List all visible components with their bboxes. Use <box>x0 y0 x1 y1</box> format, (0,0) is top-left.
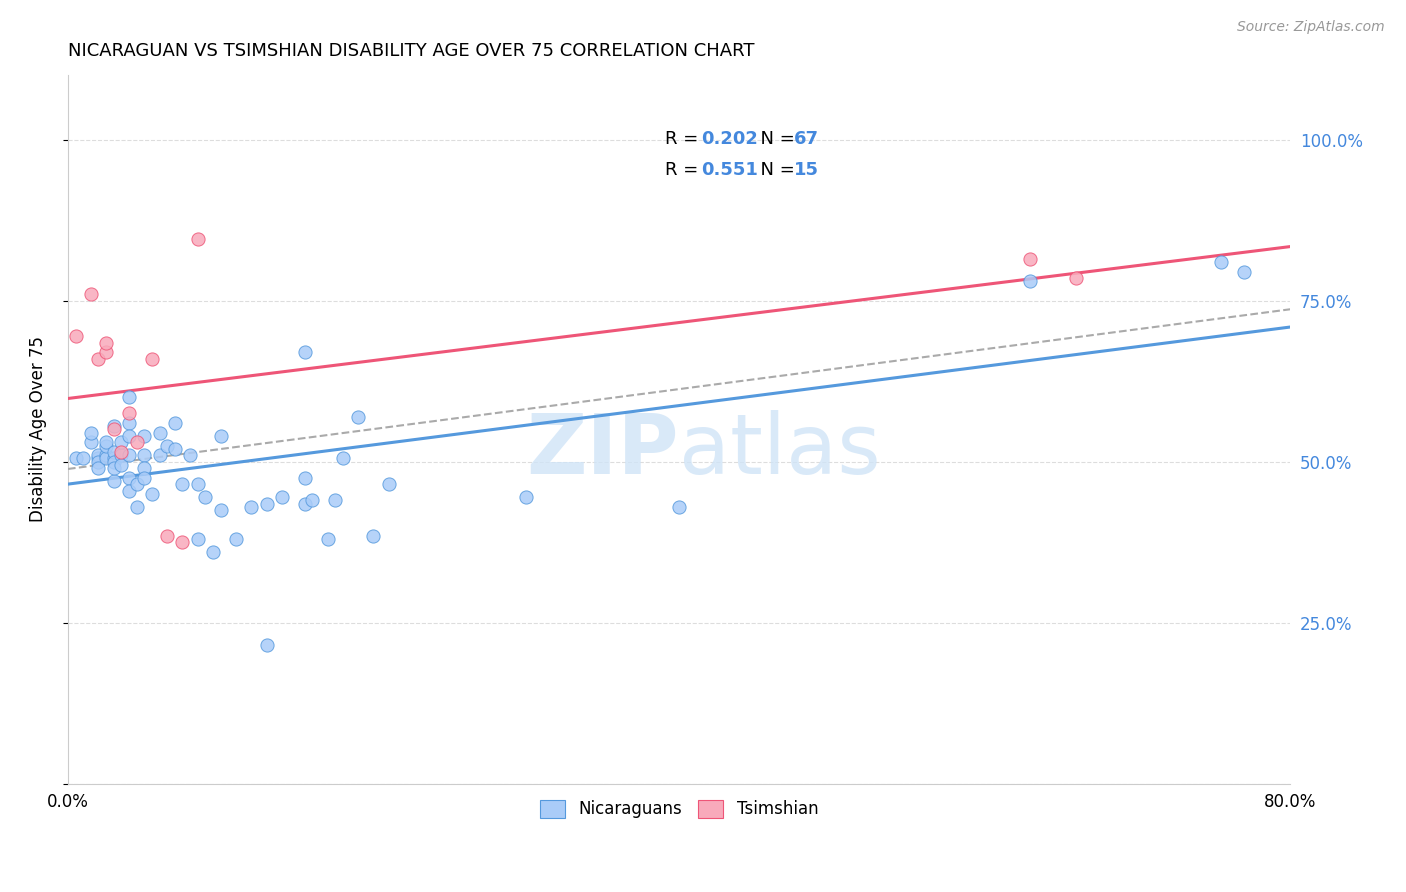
Text: N =: N = <box>749 161 800 179</box>
Point <box>294 497 316 511</box>
Point <box>103 445 125 459</box>
Point <box>148 448 170 462</box>
Text: 0.202: 0.202 <box>702 130 758 148</box>
Point <box>110 445 132 459</box>
Text: N =: N = <box>749 130 800 148</box>
Point <box>194 490 217 504</box>
Legend: Nicaraguans, Tsimshian: Nicaraguans, Tsimshian <box>533 793 825 825</box>
Point <box>94 345 117 359</box>
Point <box>118 406 141 420</box>
Point <box>87 351 110 366</box>
Point <box>103 455 125 469</box>
Point <box>110 435 132 450</box>
Point <box>103 419 125 434</box>
Point <box>134 429 156 443</box>
Point <box>202 545 225 559</box>
Point <box>118 483 141 498</box>
Point <box>316 532 339 546</box>
Point <box>323 493 346 508</box>
Point <box>94 435 117 450</box>
Point <box>125 435 148 450</box>
Point <box>118 390 141 404</box>
Point <box>377 477 399 491</box>
Point <box>156 529 179 543</box>
Point <box>1233 265 1256 279</box>
Text: R =: R = <box>665 161 704 179</box>
Point <box>209 429 232 443</box>
Point <box>134 471 156 485</box>
Point <box>80 287 103 301</box>
Point <box>1019 252 1042 266</box>
Text: 67: 67 <box>794 130 820 148</box>
Point <box>134 448 156 462</box>
Point <box>94 448 117 462</box>
Text: 0.551: 0.551 <box>702 161 758 179</box>
Text: Source: ZipAtlas.com: Source: ZipAtlas.com <box>1237 20 1385 34</box>
Point <box>240 500 263 514</box>
Point <box>187 532 209 546</box>
Point <box>118 416 141 430</box>
Point <box>103 451 125 466</box>
Point <box>125 500 148 514</box>
Point <box>172 477 194 491</box>
Point <box>363 529 385 543</box>
Point <box>80 435 103 450</box>
Point <box>141 351 163 366</box>
Text: atlas: atlas <box>679 410 880 491</box>
Point <box>347 409 370 424</box>
Point <box>187 477 209 491</box>
Point <box>515 490 537 504</box>
Point <box>209 503 232 517</box>
Point <box>256 638 278 652</box>
Point <box>94 439 117 453</box>
Point <box>187 232 209 246</box>
Point <box>118 448 141 462</box>
Point <box>87 455 110 469</box>
Y-axis label: Disability Age Over 75: Disability Age Over 75 <box>30 336 46 523</box>
Text: R =: R = <box>665 130 704 148</box>
Text: NICARAGUAN VS TSIMSHIAN DISABILITY AGE OVER 75 CORRELATION CHART: NICARAGUAN VS TSIMSHIAN DISABILITY AGE O… <box>67 42 755 60</box>
Point <box>118 471 141 485</box>
Point <box>1211 255 1233 269</box>
Point <box>103 461 125 475</box>
Point <box>103 422 125 436</box>
Point <box>87 451 110 466</box>
Text: ZIP: ZIP <box>526 410 679 491</box>
Point <box>163 442 186 456</box>
Point <box>332 451 354 466</box>
Point <box>141 487 163 501</box>
Point <box>148 425 170 440</box>
Point <box>270 490 292 504</box>
Point <box>134 461 156 475</box>
Point <box>125 477 148 491</box>
Point <box>179 448 201 462</box>
Point <box>163 416 186 430</box>
Point <box>94 451 117 466</box>
Point <box>87 448 110 462</box>
Point <box>80 425 103 440</box>
Point <box>72 451 94 466</box>
Point <box>1019 274 1042 288</box>
Point <box>65 451 87 466</box>
Point <box>103 474 125 488</box>
Point <box>294 471 316 485</box>
Point <box>294 345 316 359</box>
Point <box>87 461 110 475</box>
Point <box>301 493 323 508</box>
Point <box>65 329 87 343</box>
Point <box>1064 271 1087 285</box>
Text: 15: 15 <box>794 161 820 179</box>
Point <box>110 458 132 472</box>
Point <box>110 448 132 462</box>
Point <box>668 500 690 514</box>
Point <box>156 439 179 453</box>
Point <box>172 535 194 549</box>
Point <box>118 429 141 443</box>
Point <box>94 335 117 350</box>
Point <box>225 532 247 546</box>
Point <box>256 497 278 511</box>
